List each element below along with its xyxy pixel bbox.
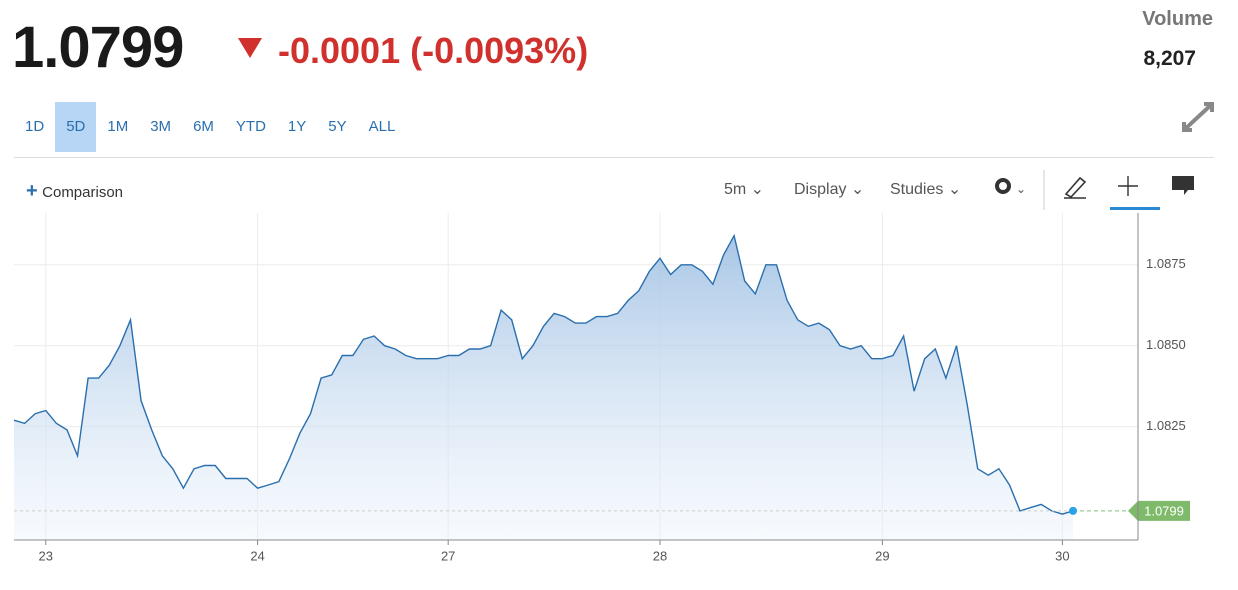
draw-icon[interactable] [1064, 176, 1087, 199]
x-tick-label: 23 [39, 548, 53, 563]
range-button[interactable]: YTD [235, 118, 266, 135]
settings-icon[interactable]: ⌄ [995, 178, 1026, 196]
y-tick-label: 1.0825 [1146, 418, 1186, 433]
crosshair-icon[interactable] [1118, 176, 1138, 196]
display-label: Display [794, 181, 847, 198]
range-button[interactable]: 3M [150, 118, 172, 135]
volume-label: Volume [1142, 8, 1213, 30]
x-tick-label: 29 [875, 548, 889, 563]
range-button[interactable]: 5D [55, 102, 97, 152]
comment-icon[interactable] [1172, 176, 1194, 195]
x-tick-label: 28 [653, 548, 667, 563]
expand-icon[interactable] [1182, 102, 1214, 132]
svg-text:⌄: ⌄ [1016, 182, 1026, 196]
price: 1.0799 [12, 15, 184, 80]
interval-label: 5m [724, 181, 747, 198]
price-line [13, 233, 1074, 515]
volume: 8,207 [1143, 47, 1196, 70]
comparison-button[interactable]: + Comparison [26, 180, 124, 202]
last-price-label: 1.0799 [1144, 503, 1184, 518]
range-button[interactable]: 1Y [287, 118, 307, 135]
down-arrow [238, 38, 262, 58]
area [14, 235, 1073, 540]
x-tick-label: 24 [250, 548, 264, 563]
separator [14, 157, 1214, 158]
last-price-tag [1128, 500, 1190, 521]
y-tick-label: 1.0875 [1146, 256, 1186, 271]
range-button[interactable]: 1D [25, 118, 45, 135]
range-button[interactable]: ALL [368, 118, 396, 135]
range-button[interactable]: 6M [193, 118, 214, 135]
studies-label: Studies [890, 181, 944, 198]
range-button[interactable]: 5Y [328, 118, 347, 135]
price-change: -0.0001 (-0.0093%) [278, 30, 589, 71]
range-button[interactable]: 1M [107, 118, 129, 135]
display-button[interactable]: Display ⌄ [794, 181, 865, 198]
x-tick-label: 30 [1055, 548, 1069, 563]
range-buttons: 1D 5D 1M 3M 6M YTD 1Y 5Y ALL [14, 102, 406, 152]
active-tool-underline [1110, 207, 1160, 210]
studies-button[interactable]: Studies ⌄ [890, 181, 962, 198]
comparison-label: Comparison [42, 184, 124, 201]
interval-button[interactable]: 5m ⌄ [724, 181, 765, 198]
y-tick-label: 1.0850 [1146, 337, 1186, 352]
last-point [1069, 506, 1077, 515]
x-tick-label: 27 [441, 548, 455, 563]
